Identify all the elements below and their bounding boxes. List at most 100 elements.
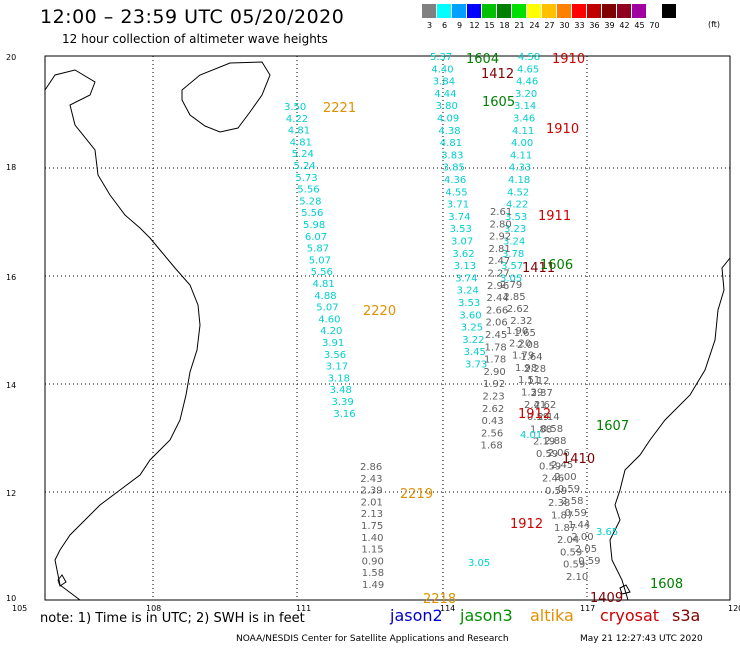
- wave-height-value: 3.17: [326, 362, 348, 373]
- wave-height-value: 3.57: [501, 261, 523, 272]
- legend-altika: altika: [530, 606, 574, 625]
- wave-height-value: 3.16: [333, 409, 355, 420]
- pass-label: 1910: [552, 52, 585, 67]
- scale-swatch: [617, 4, 632, 18]
- wave-height-value: 2.37: [531, 388, 553, 399]
- y-tick-label: 16: [6, 273, 16, 282]
- wave-height-value: 3.65: [596, 527, 618, 538]
- wave-height-value: 3.18: [328, 373, 350, 384]
- y-tick-label: 14: [6, 381, 16, 390]
- wave-height-value: 1.49: [362, 580, 384, 591]
- wave-height-value: 5.56: [297, 185, 319, 196]
- pass-label: 2219: [400, 487, 433, 502]
- wave-height-value: 1.78: [485, 342, 507, 353]
- x-tick-label: 114: [440, 604, 455, 613]
- wave-height-value: 1.88: [530, 424, 552, 435]
- axis-ticks: 105108111114117120201816141210: [6, 53, 740, 613]
- wave-height-value: 2.88: [544, 436, 566, 447]
- scale-label: 9: [456, 21, 463, 30]
- wave-height-value: 2.04: [557, 535, 579, 546]
- pass-label: 1607: [596, 419, 629, 434]
- wave-height-value: 1.75: [361, 521, 383, 532]
- wave-height-value: 2.61: [490, 207, 512, 218]
- wave-height-value: 3.84: [433, 77, 455, 88]
- x-tick-label: 111: [296, 604, 311, 613]
- wave-height-value: 4.36: [444, 175, 466, 186]
- scale-unit: (ft): [708, 20, 721, 29]
- wave-height-value: 0.90: [362, 556, 384, 567]
- hainan-coastline: [181, 61, 271, 133]
- wave-height-value: 1.64: [520, 352, 542, 363]
- pass-label: 1912: [510, 517, 543, 532]
- pass-label: 1912: [518, 407, 551, 422]
- legend-jason3: jason3: [460, 606, 513, 625]
- wave-height-value: 0.59: [560, 547, 582, 558]
- scale-label: 42: [619, 21, 630, 30]
- borneo-coastline: [609, 257, 731, 601]
- map-subtitle: 12 hour collection of altimeter wave hei…: [62, 32, 328, 46]
- scale-label: 18: [499, 21, 510, 30]
- wave-height-value: 3.56: [324, 350, 346, 361]
- scale-label: 3: [426, 21, 433, 30]
- wave-height-value: 2.00: [571, 532, 593, 543]
- wave-height-value: 3.24: [503, 237, 525, 248]
- wave-height-value: 2.01: [361, 497, 383, 508]
- wave-height-value: 1.51: [518, 375, 540, 386]
- wave-height-value: 2.85: [503, 292, 525, 303]
- wave-height-value: 2.90: [484, 367, 506, 378]
- wave-height-value: 0.43: [482, 416, 504, 427]
- wave-height-value: 3.05: [500, 273, 522, 284]
- wave-height-value: 3.14: [514, 101, 536, 112]
- x-tick-label: 120: [728, 604, 740, 613]
- note-text: note: 1) Time is in UTC; 2) SWH is in fe…: [40, 611, 305, 626]
- pass-label: 1606: [540, 258, 573, 273]
- lat-lon-grid: [44, 55, 731, 601]
- wave-height-value: 2.81: [489, 244, 511, 255]
- wave-height-value: 2.06: [486, 318, 508, 329]
- wave-height-value: 2.56: [481, 428, 503, 439]
- wave-height-value: 2.47: [488, 256, 510, 267]
- wave-height-value: 4.00: [511, 138, 533, 149]
- scale-swatch: [527, 4, 542, 18]
- wave-height-value: 3.80: [436, 101, 458, 112]
- wave-height-value: 0.59: [563, 560, 585, 571]
- wave-height-value: 4.33: [509, 163, 531, 174]
- wave-height-value: 1.68: [481, 441, 503, 452]
- wave-height-value: 4.81: [440, 138, 462, 149]
- legend-s3a: s3a: [672, 606, 701, 625]
- wave-height-value: 2.45: [551, 460, 573, 471]
- wave-height-value: 3.91: [322, 338, 344, 349]
- scale-label: 39: [604, 21, 615, 30]
- y-tick-label: 12: [6, 489, 16, 498]
- wave-height-value: 3.25: [461, 323, 483, 334]
- wave-height-value: 2.06: [548, 448, 570, 459]
- color-scale: [422, 4, 677, 18]
- wave-height-value: 2.20: [509, 338, 531, 349]
- scale-label: 12: [469, 21, 480, 30]
- wave-height-value: 3.13: [454, 261, 476, 272]
- scale-swatch: [512, 4, 527, 18]
- pass-label: 1910: [546, 122, 579, 137]
- coastline: [44, 61, 731, 601]
- footer-credit: NOAA/NESDIS Center for Satellite Applica…: [236, 634, 509, 644]
- wave-height-value: 2.44: [487, 293, 509, 304]
- wave-height-value: 4.81: [290, 137, 312, 148]
- wave-height-value: 2.27: [488, 269, 510, 280]
- wave-height-value: 4.18: [508, 175, 530, 186]
- wave-height-value: 3.53: [458, 298, 480, 309]
- wave-height-value: 4.11: [510, 150, 532, 161]
- scale-swatch: [602, 4, 617, 18]
- wave-height-value: 0.59: [527, 412, 549, 423]
- wave-height-value: 4.46: [516, 77, 538, 88]
- wave-height-value: 1.92: [483, 379, 505, 390]
- wave-height-value: 1.15: [361, 545, 383, 556]
- wave-height-value: 3.20: [515, 89, 537, 100]
- pass-label: 1411: [522, 261, 555, 276]
- wave-height-value: 2.80: [490, 219, 512, 230]
- wave-height-value: 1.79: [512, 351, 534, 362]
- wave-height-value: 5.87: [307, 244, 329, 255]
- wave-height-value: 5.56: [301, 208, 323, 219]
- wave-height-value: 5.37: [430, 52, 452, 63]
- wave-height-value: 3.22: [462, 335, 484, 346]
